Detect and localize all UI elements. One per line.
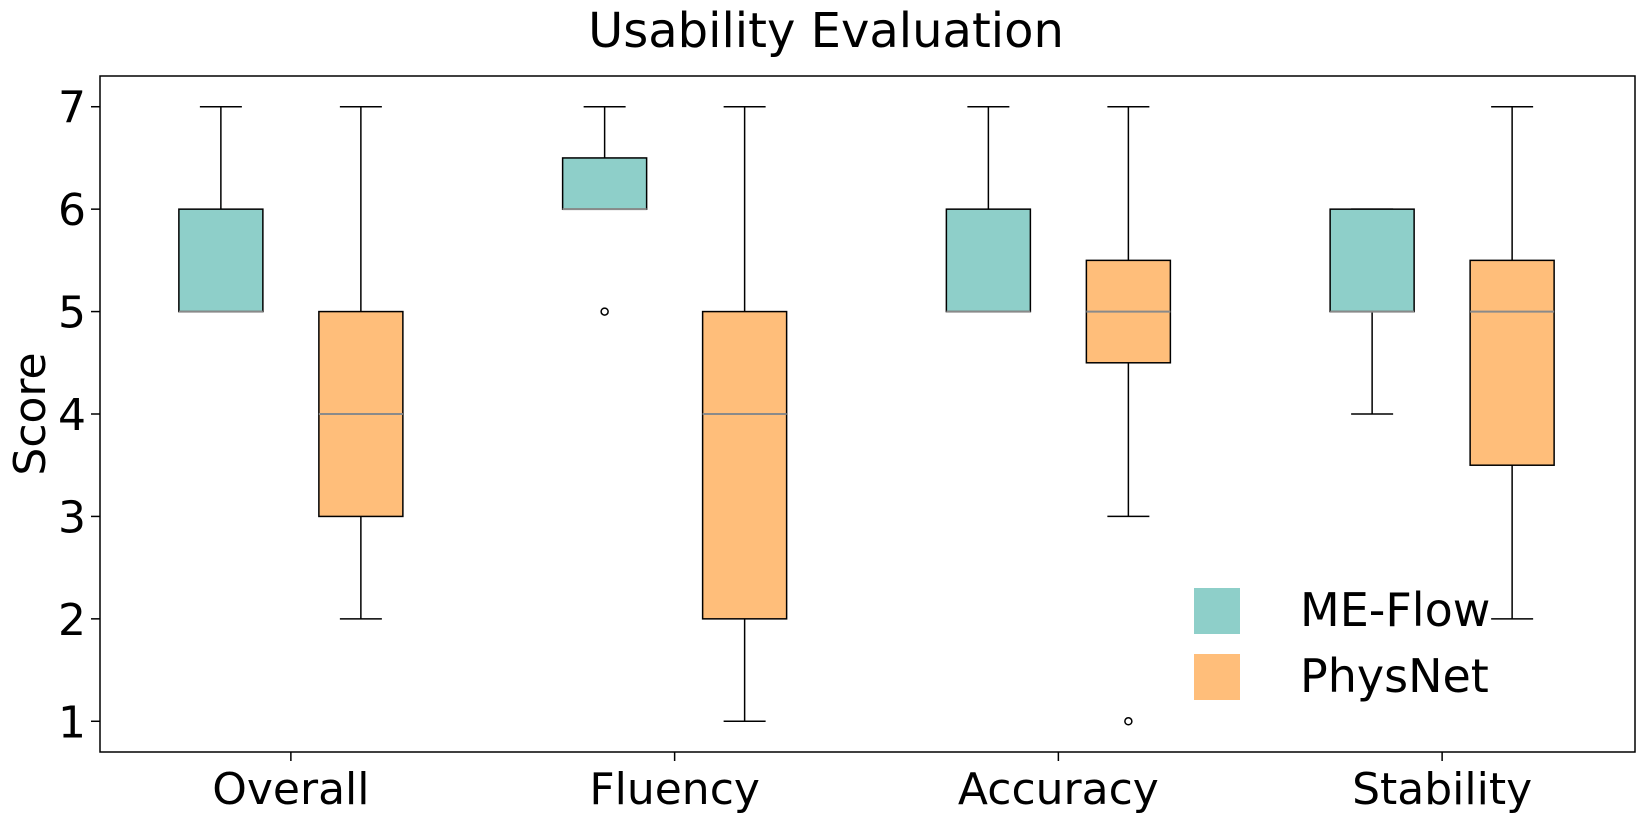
box-body [945,208,1032,313]
box-body [701,310,788,620]
y-tick-label: 7 [58,83,86,134]
outlier-point [600,307,609,316]
box-body [561,157,648,210]
y-tick-label: 2 [58,595,86,646]
box-physnet-stability [1469,105,1555,620]
box-physnet-fluency [701,105,788,723]
outlier-point [1124,717,1133,726]
y-axis-label: Score [5,352,56,475]
legend-swatch-physnet [1194,654,1240,700]
y-tick-label: 1 [58,697,86,748]
box-body [1329,208,1415,313]
x-tick-label: Fluency [589,764,760,815]
box-me-flow-overall [178,105,264,313]
box-physnet-overall [318,105,404,620]
box-me-flow-stability [1329,208,1415,415]
box-me-flow-accuracy [945,105,1032,313]
x-tick-label: Stability [1352,764,1532,815]
y-tick-label: 6 [58,185,86,236]
box-me-flow-fluency [561,105,648,316]
box-physnet-accuracy [1085,105,1172,726]
box-body [1469,259,1555,466]
legend-label-physnet: PhysNet [1300,649,1489,703]
legend-swatch-me-flow [1194,588,1240,634]
y-tick-label: 5 [58,288,86,339]
box-body [178,208,264,313]
chart-title: Usability Evaluation [588,3,1064,59]
legend: ME-Flow PhysNet [1194,583,1490,703]
y-tick-label: 4 [58,390,86,441]
legend-label-me-flow: ME-Flow [1300,583,1490,637]
plot-area [178,105,1555,726]
x-tick-label: Overall [212,764,369,815]
x-tick-label: Accuracy [958,764,1159,815]
y-tick-label: 3 [58,492,86,543]
